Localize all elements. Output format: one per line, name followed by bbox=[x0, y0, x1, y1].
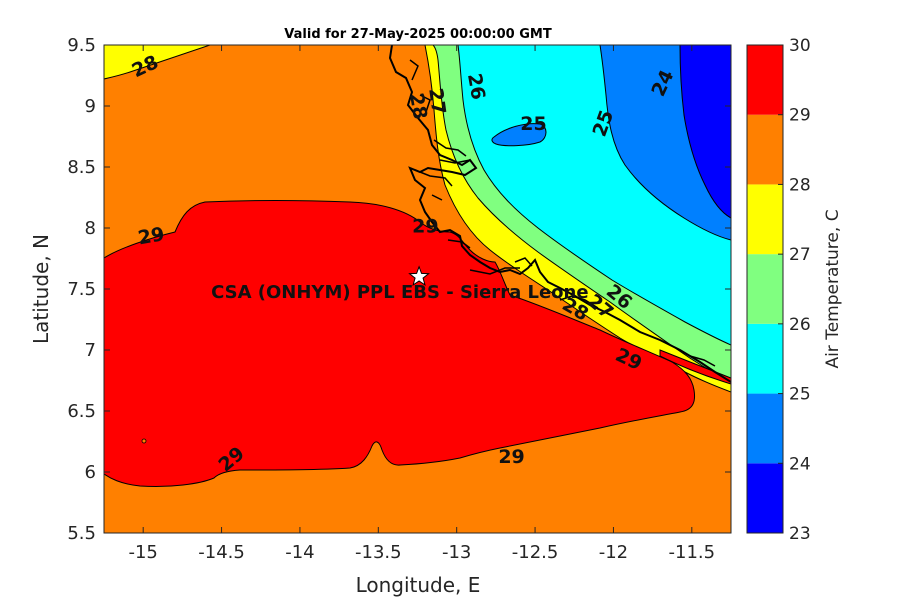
band-29-30-sliver bbox=[659, 349, 731, 385]
colorbar-tick-label: 24 bbox=[789, 454, 811, 474]
band-27-28-corner bbox=[104, 45, 211, 80]
contour-fill-layers bbox=[104, 45, 731, 533]
contour-label: 29 bbox=[412, 216, 438, 238]
x-tick-label: -13.5 bbox=[355, 542, 402, 563]
y-axis-ticks: 5.5 6 6.5 7 7.5 8 8.5 9 9.5 bbox=[67, 35, 731, 544]
band-29-30 bbox=[104, 200, 696, 487]
band-23-24 bbox=[679, 45, 731, 219]
site-star-marker bbox=[408, 265, 430, 287]
coastline bbox=[388, 45, 731, 383]
y-tick-label: 7.5 bbox=[67, 279, 96, 300]
x-tick-label: -14.5 bbox=[198, 542, 245, 563]
colorbar-swatch bbox=[747, 184, 783, 255]
contour-label: 29 bbox=[498, 446, 524, 468]
colorbar-swatch bbox=[747, 323, 783, 394]
y-tick-label: 5.5 bbox=[67, 523, 96, 544]
y-tick-label: 6.5 bbox=[67, 401, 96, 422]
colorbar-tick-label: 29 bbox=[789, 106, 811, 126]
x-tick-label: -15 bbox=[128, 542, 157, 563]
y-tick-label: 7 bbox=[85, 340, 96, 361]
y-tick-label: 8 bbox=[85, 218, 96, 239]
colorbar-tick-label: 28 bbox=[789, 175, 811, 195]
blob-24-25 bbox=[491, 123, 547, 147]
x-tick-label: -12.5 bbox=[512, 542, 559, 563]
colorbar-swatch bbox=[747, 45, 783, 115]
colorbar-label: Air Temperature, C bbox=[823, 209, 843, 368]
colorbar-swatch bbox=[747, 393, 783, 464]
chart-title: Valid for 27-May-2025 00:00:00 GMT bbox=[284, 27, 552, 42]
y-tick-label: 6 bbox=[85, 462, 96, 483]
colorbar-tick-label: 23 bbox=[789, 524, 811, 544]
site-group: CSA (ONHYM) PPL EBS - Sierra Leone bbox=[211, 265, 589, 303]
colorbar-swatch bbox=[747, 254, 783, 324]
contour-label: 25 bbox=[520, 113, 546, 135]
colorbar-swatch bbox=[747, 463, 783, 533]
colorbar-tick-label: 25 bbox=[789, 385, 811, 405]
river-network bbox=[409, 59, 716, 367]
contour-label: 27 bbox=[424, 87, 449, 116]
x-axis-ticks: -15 -14.5 -14 -13.5 -13 -12.5 -12 -11.5 bbox=[128, 45, 715, 563]
x-tick-label: -14 bbox=[285, 542, 314, 563]
colorbar-tick-label: 27 bbox=[789, 245, 811, 265]
x-axis-label: Longitude, E bbox=[356, 573, 481, 597]
y-tick-label: 9 bbox=[85, 96, 96, 117]
contour-label: 26 bbox=[463, 72, 489, 102]
y-tick-label: 8.5 bbox=[67, 157, 96, 178]
colorbar-tick-label: 30 bbox=[789, 36, 811, 56]
colorbar-tick-label: 26 bbox=[789, 315, 811, 335]
site-label: CSA (ONHYM) PPL EBS - Sierra Leone bbox=[211, 282, 588, 303]
contour-label: 29 bbox=[136, 223, 166, 249]
x-tick-label: -12 bbox=[599, 542, 628, 563]
x-tick-label: -11.5 bbox=[669, 542, 716, 563]
tiny-blob bbox=[141, 438, 147, 444]
y-axis-label: Latitude, N bbox=[29, 234, 53, 344]
y-tick-label: 9.5 bbox=[67, 35, 96, 56]
colorbar-swatch bbox=[747, 114, 783, 185]
contour-label: 28 bbox=[405, 91, 431, 121]
x-tick-label: -13 bbox=[442, 542, 471, 563]
colorbar-frame bbox=[746, 44, 784, 534]
colorbar: 23 24 25 26 27 28 29 30 bbox=[746, 36, 811, 544]
